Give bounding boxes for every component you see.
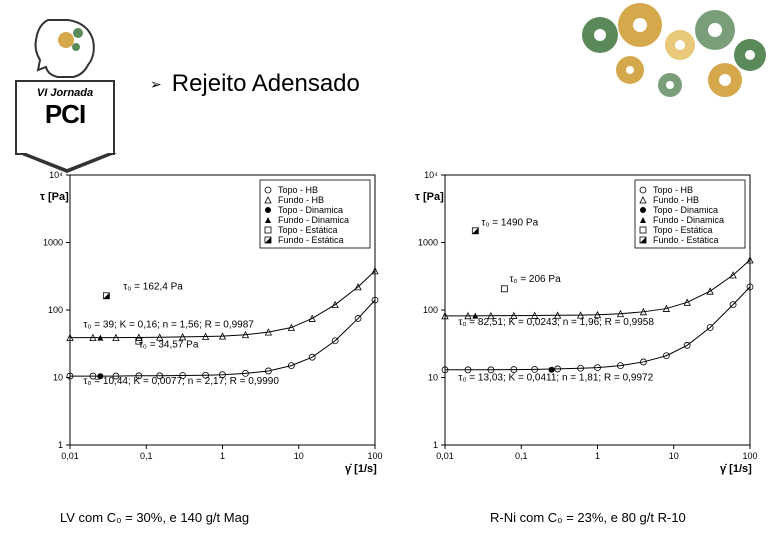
svg-text:0,1: 0,1 (140, 451, 153, 461)
charts-container: 0,01 0,1 1 10 100 1 10 100 1000 10⁴ τ [Pa] γ̇ [1/s]… (25, 165, 760, 475)
jornada-text: VI Jornada (17, 87, 113, 99)
svg-text:γ̇ [1/s]: γ̇ [1/s] (345, 463, 377, 475)
captions-row: LV com C₀ = 30%, e 140 g/t Mag R-Ni com … (0, 510, 780, 525)
svg-text:τ₀ = 206 Pa: τ₀ = 206 Pa (509, 274, 561, 285)
svg-text:Topo - HB: Topo - HB (653, 185, 693, 195)
svg-text:Topo - Estática: Topo - Estática (653, 225, 713, 235)
svg-text:1: 1 (433, 440, 438, 450)
svg-text:10: 10 (294, 451, 304, 461)
svg-text:Fundo - Estática: Fundo - Estática (653, 235, 719, 245)
svg-text:Topo - Dinamica: Topo - Dinamica (653, 205, 718, 215)
slide-title: Rejeito Adensado (172, 70, 360, 98)
svg-text:100: 100 (423, 305, 438, 315)
svg-text:10: 10 (53, 373, 63, 383)
svg-text:Fundo - HB: Fundo - HB (653, 195, 699, 205)
svg-text:τ₀ = 162,4 Pa: τ₀ = 162,4 Pa (123, 282, 183, 293)
svg-text:100: 100 (742, 451, 757, 461)
svg-text:0,01: 0,01 (61, 451, 79, 461)
svg-text:τ₀ = 13,03; K = 0,0411; n = 1,: τ₀ = 13,03; K = 0,0411; n = 1,81; R = 0,… (458, 373, 653, 384)
chart-left: 0,01 0,1 1 10 100 1 10 100 1000 10⁴ τ [Pa] γ̇ [1/s]… (25, 165, 385, 475)
svg-text:τ₀ = 39; K = 0,16; n = 1,56; R: τ₀ = 39; K = 0,16; n = 1,56; R = 0,9987 (83, 320, 254, 331)
svg-text:τ₀ = 82,51; K = 0,0243; n = 1,: τ₀ = 82,51; K = 0,0243; n = 1,96; R = 0,… (458, 317, 654, 328)
svg-text:1: 1 (595, 451, 600, 461)
svg-text:Fundo - Dinamica: Fundo - Dinamica (653, 215, 724, 225)
title-bullet: ➢ (150, 76, 162, 93)
svg-text:τ₀ = 1490 Pa: τ₀ = 1490 Pa (481, 217, 538, 228)
svg-text:Fundo - HB: Fundo - HB (278, 195, 324, 205)
svg-text:Topo - Estática: Topo - Estática (278, 225, 338, 235)
svg-text:τ [Pa]: τ [Pa] (415, 191, 444, 203)
svg-text:100: 100 (48, 305, 63, 315)
event-logo: VI Jornada PCI (15, 15, 115, 155)
svg-text:1: 1 (58, 440, 63, 450)
svg-text:0,1: 0,1 (515, 451, 528, 461)
svg-text:100: 100 (367, 451, 382, 461)
svg-text:1000: 1000 (43, 238, 63, 248)
svg-text:τ [Pa]: τ [Pa] (40, 191, 69, 203)
svg-text:1000: 1000 (418, 238, 438, 248)
svg-text:10: 10 (428, 373, 438, 383)
pci-text: PCI (17, 99, 113, 130)
caption-left: LV com C₀ = 30%, e 140 g/t Mag (0, 510, 390, 525)
svg-text:Fundo - Dinamica: Fundo - Dinamica (278, 215, 349, 225)
svg-text:γ̇ [1/s]: γ̇ [1/s] (720, 463, 752, 475)
svg-text:10⁴: 10⁴ (424, 170, 438, 180)
svg-text:τ₀ = 10,44; K = 0,0077; n = 2,: τ₀ = 10,44; K = 0,0077; n = 2,17; R = 0,… (83, 376, 279, 387)
svg-text:10: 10 (669, 451, 679, 461)
svg-text:τ₀ = 34,57 Pa: τ₀ = 34,57 Pa (139, 339, 199, 350)
head-icon (28, 15, 103, 80)
logo-banner: VI Jornada PCI (15, 80, 115, 155)
slide-title-row: ➢ Rejeito Adensado (150, 70, 360, 98)
svg-text:Topo - HB: Topo - HB (278, 185, 318, 195)
svg-text:1: 1 (220, 451, 225, 461)
svg-text:10⁴: 10⁴ (49, 170, 63, 180)
gears-decoration (570, 0, 780, 120)
chart-right: 0,01 0,1 1 10 100 1 10 100 1000 10⁴ τ [Pa] γ̇ [1/s]… (400, 165, 760, 475)
svg-text:Fundo - Estática: Fundo - Estática (278, 235, 344, 245)
caption-right: R-Ni com C₀ = 23%, e 80 g/t R-10 (390, 510, 780, 525)
svg-text:0,01: 0,01 (436, 451, 454, 461)
svg-text:Topo - Dinamica: Topo - Dinamica (278, 205, 343, 215)
